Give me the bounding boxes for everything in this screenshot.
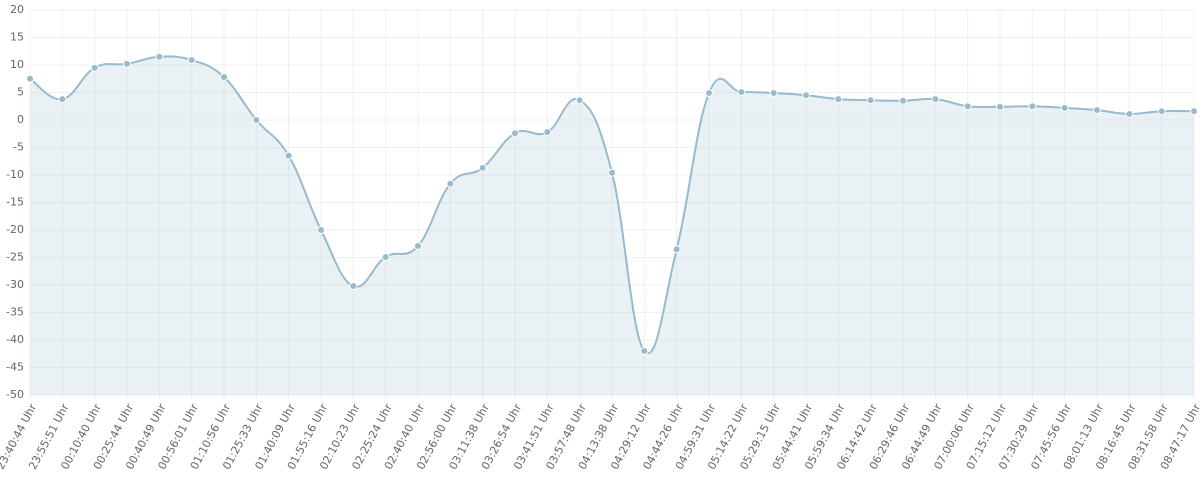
point [155, 52, 164, 61]
point [123, 59, 131, 68]
y-tick-label: -15 [6, 196, 24, 209]
y-tick-label: 15 [10, 31, 24, 44]
point [1125, 109, 1134, 118]
point [672, 245, 681, 254]
point [575, 96, 584, 105]
point [284, 151, 293, 160]
point [478, 163, 487, 172]
point [1093, 106, 1101, 115]
point [608, 168, 616, 177]
point [220, 73, 228, 82]
y-tick-label: -5 [13, 141, 24, 154]
point [769, 89, 778, 98]
y-tick-label: -20 [6, 223, 24, 236]
point [414, 241, 422, 250]
point [737, 87, 746, 96]
point [640, 347, 649, 355]
point [1190, 107, 1198, 116]
y-tick-label: -40 [6, 333, 24, 346]
line [29, 55, 1195, 355]
point [866, 96, 875, 105]
point [58, 95, 67, 104]
point [963, 102, 972, 111]
point [381, 252, 390, 261]
y-tick-label: 20 [10, 3, 24, 16]
point [802, 91, 810, 100]
y-tick-label: -25 [6, 251, 24, 264]
area [30, 56, 1194, 396]
point [705, 89, 713, 98]
point [931, 95, 940, 104]
point [1028, 102, 1037, 111]
y-tick-label: -10 [6, 168, 24, 181]
point [349, 282, 358, 291]
y-tick-label: 5 [17, 86, 24, 99]
y-tick-label: 10 [10, 58, 24, 71]
y-tick-label: -30 [6, 278, 24, 291]
y-tick-label: -50 [6, 388, 24, 401]
point [446, 179, 455, 188]
point [834, 95, 843, 104]
point [899, 96, 907, 105]
point [543, 128, 552, 137]
point [90, 63, 99, 72]
point [996, 102, 1004, 111]
point [26, 74, 34, 83]
point [1157, 107, 1166, 116]
point [187, 56, 196, 65]
point [252, 116, 261, 124]
y-tick-label: -35 [6, 306, 24, 319]
y-tick-label: 0 [17, 113, 24, 126]
y-tick-label: -45 [6, 361, 24, 374]
point [317, 226, 325, 234]
point [511, 129, 519, 138]
point [1060, 103, 1069, 112]
